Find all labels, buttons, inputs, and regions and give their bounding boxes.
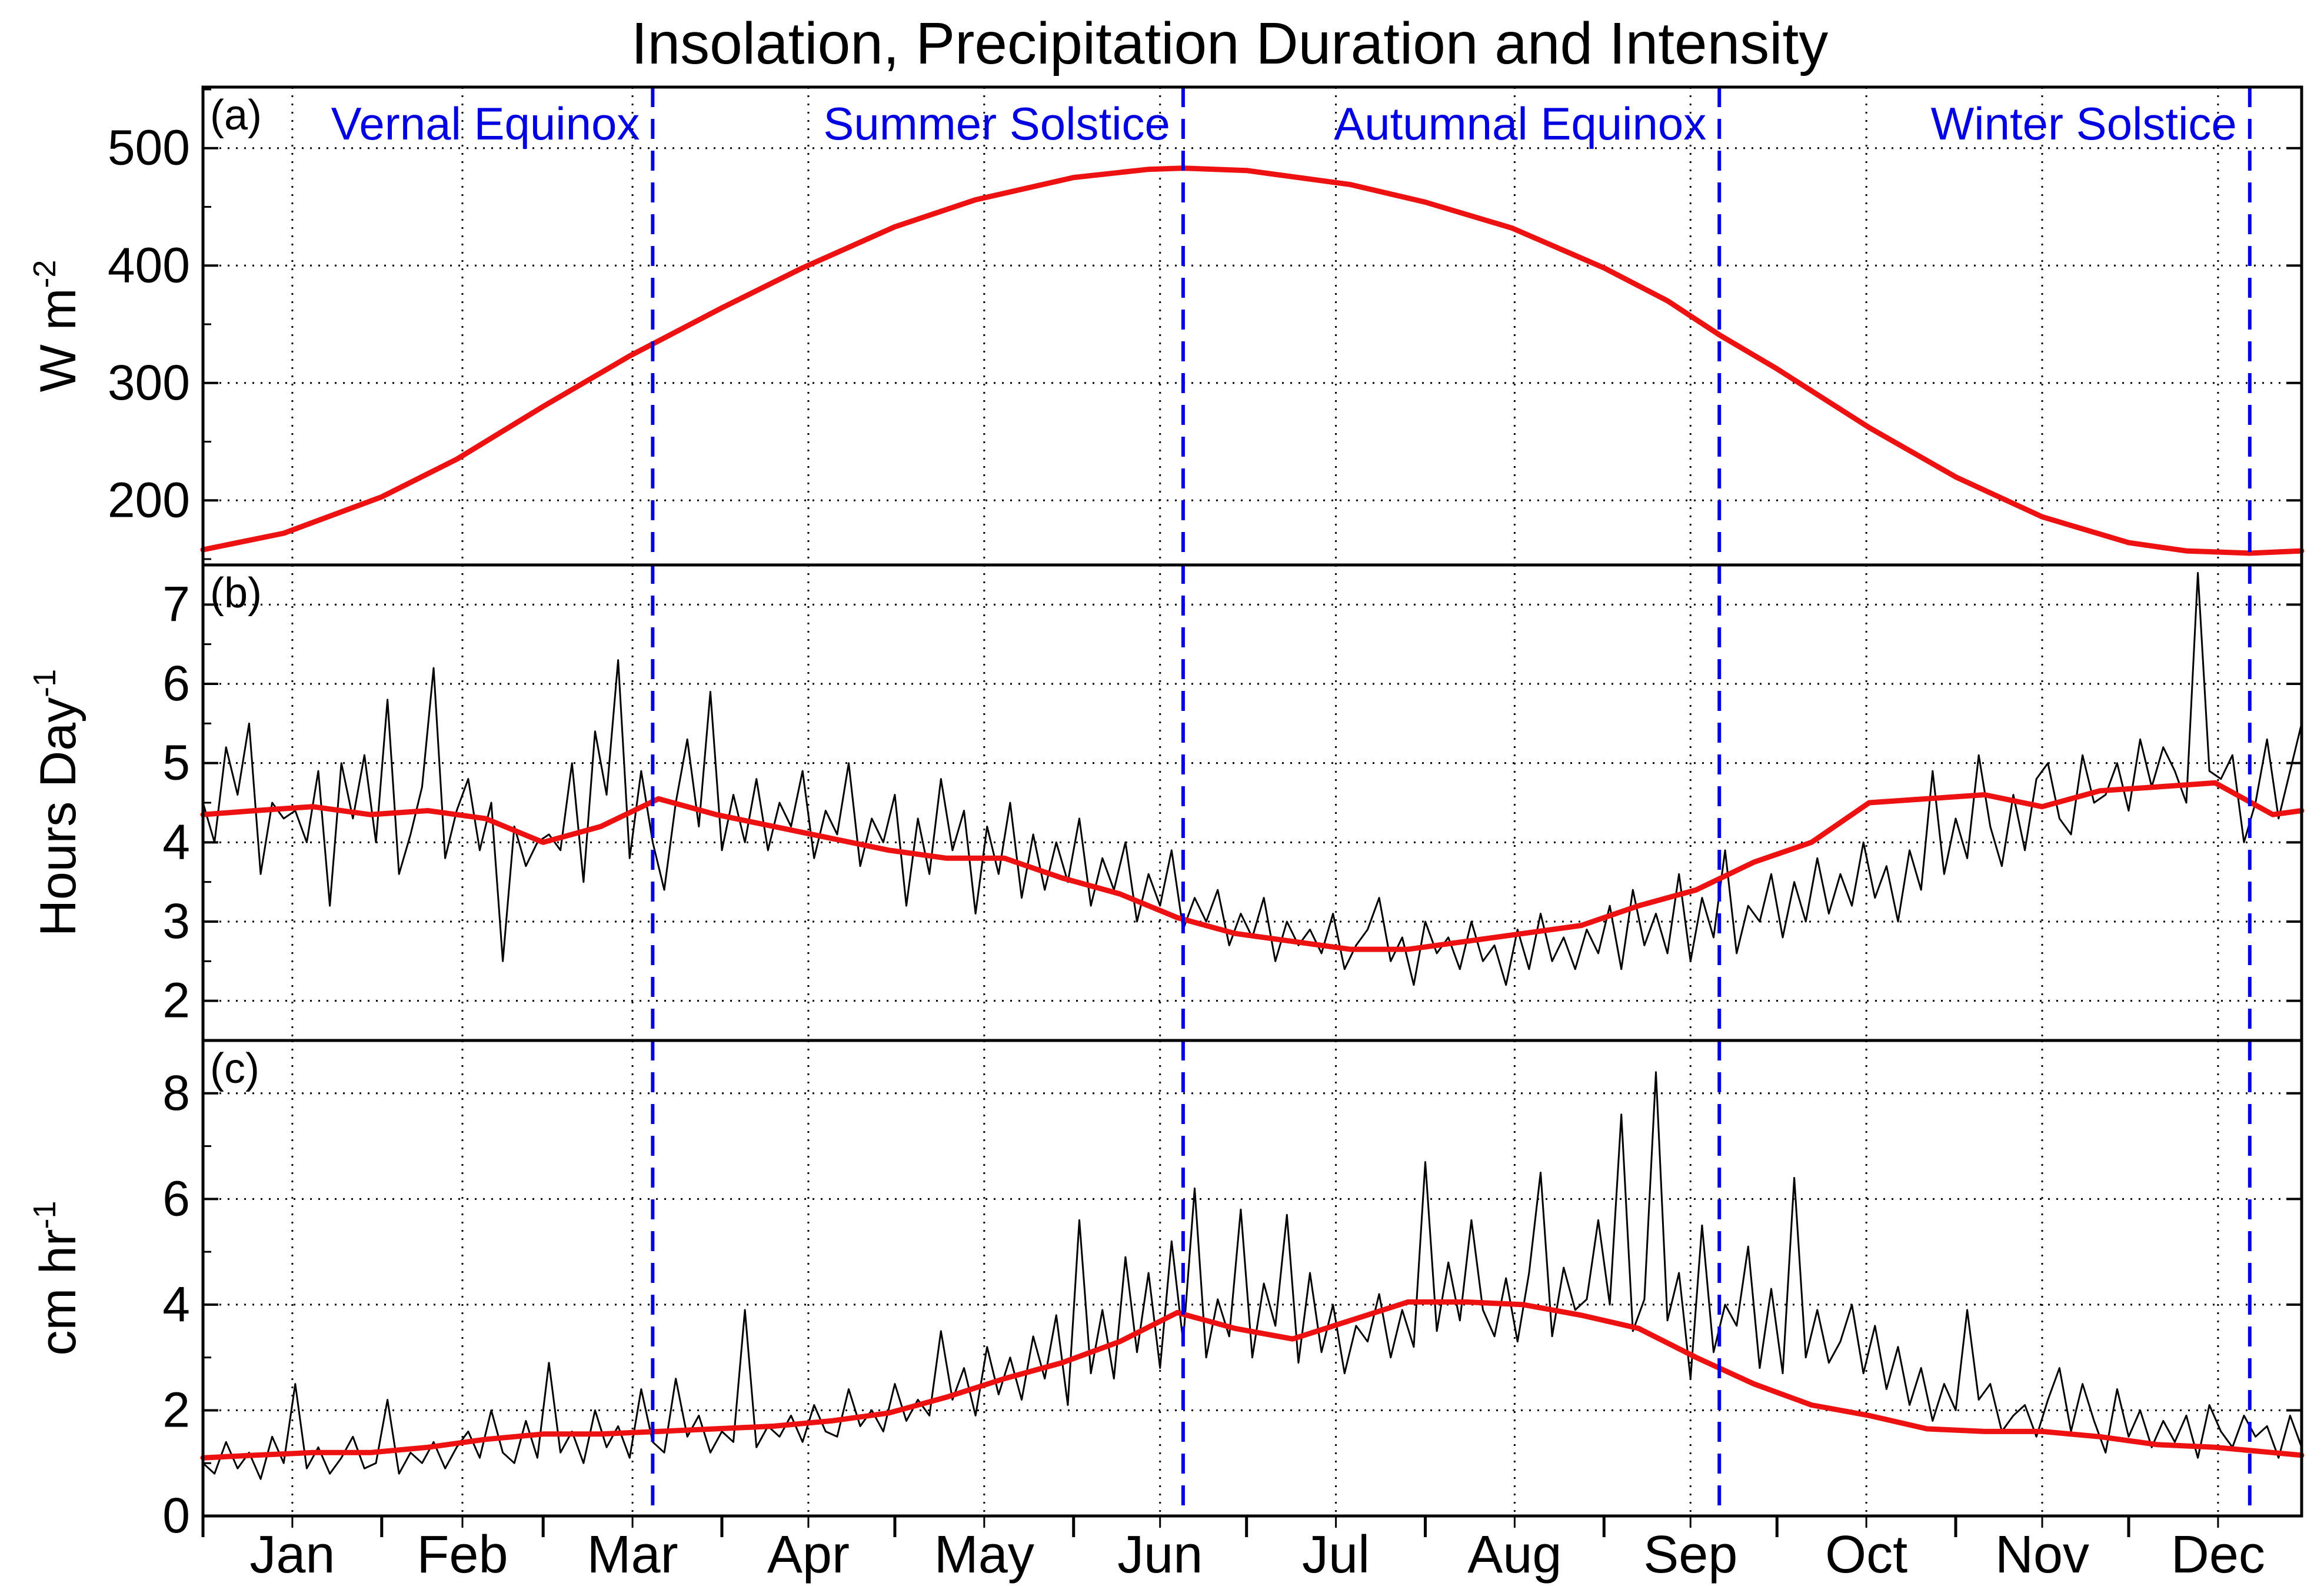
series-layer — [200, 165, 2305, 1480]
y-axis-label-text: cm hr — [30, 1229, 86, 1356]
x-tick-label: Aug — [1467, 1525, 1561, 1584]
grid-layer — [203, 87, 2302, 1517]
marker-label: Winter Solstice — [1931, 98, 2237, 149]
series-line-insolation — [200, 165, 2305, 556]
frame-layer — [201, 85, 2303, 1518]
marker-layer — [651, 87, 2252, 1516]
x-tick-label: Sep — [1643, 1525, 1737, 1584]
series-line-intensity-smoothed — [200, 1299, 2305, 1461]
y-axis-label-superscript: -1 — [27, 1201, 62, 1229]
y-axis-label-text: Hours Day — [30, 697, 86, 936]
x-tick-label: Jan — [249, 1525, 335, 1584]
plot-frame — [201, 85, 2303, 1518]
y-tick-label: 7 — [162, 576, 190, 631]
x-tick-label: Jun — [1117, 1525, 1203, 1584]
y-tick-label: 3 — [162, 893, 190, 949]
x-tick-label: Feb — [417, 1525, 508, 1584]
y-axis-label: Hours Day-1 — [27, 669, 86, 936]
y-axis-label: W m-2 — [27, 260, 86, 393]
panel-label: (c) — [210, 1045, 259, 1092]
panel-label: (b) — [210, 570, 262, 617]
y-tick-label: 8 — [162, 1065, 190, 1120]
marker-label: Summer Solstice — [823, 98, 1170, 149]
y-axis-label: cm hr-1 — [27, 1201, 86, 1355]
y-tick-label: 2 — [162, 973, 190, 1028]
axis-layer — [201, 88, 2302, 1537]
chart-title: Insolation, Precipitation Duration and I… — [631, 11, 1829, 77]
y-tick-label: 400 — [108, 237, 190, 292]
x-tick-label: Mar — [587, 1525, 678, 1584]
y-tick-label: 6 — [162, 656, 190, 711]
x-tick-label: Apr — [767, 1525, 850, 1584]
x-tick-label: Nov — [1995, 1525, 2089, 1584]
marker-label: Vernal Equinox — [331, 98, 640, 149]
x-tick-label: May — [934, 1525, 1034, 1584]
panel-label: (a) — [210, 92, 262, 139]
series-line-intensity-daily — [202, 1071, 2303, 1480]
y-tick-label: 5 — [162, 735, 190, 790]
x-tick-label: Oct — [1825, 1525, 1907, 1584]
series-line-duration-smoothed — [200, 780, 2305, 952]
y-tick-label: 0 — [162, 1488, 190, 1543]
y-tick-label: 4 — [162, 1276, 190, 1332]
y-tick-label: 500 — [108, 120, 190, 175]
y-tick-label: 300 — [108, 355, 190, 410]
y-axis-label-superscript: -2 — [27, 260, 62, 288]
x-tick-label: Dec — [2171, 1525, 2265, 1584]
y-axis-label-superscript: -1 — [27, 669, 62, 697]
x-tick-label: Jul — [1302, 1525, 1370, 1584]
y-tick-label: 2 — [162, 1382, 190, 1437]
y-axis-label-text: W m — [30, 288, 86, 393]
y-tick-label: 6 — [162, 1171, 190, 1226]
y-tick-label: 200 — [108, 472, 190, 527]
series-line-duration-daily — [202, 572, 2303, 986]
y-tick-label: 4 — [162, 814, 190, 869]
marker-label: Autumnal Equinox — [1334, 98, 1706, 149]
